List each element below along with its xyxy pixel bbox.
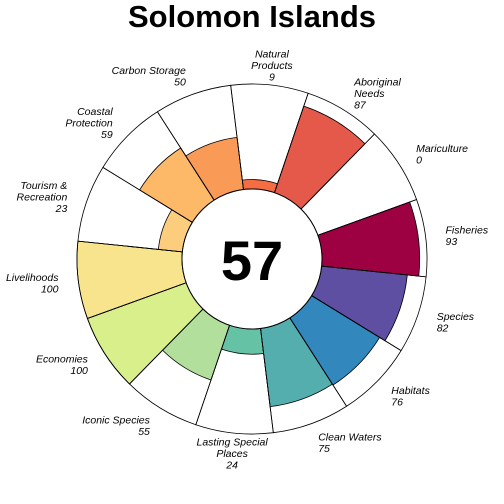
- value-label-tourism-recreation: 23: [55, 203, 68, 215]
- label-lasting-special-places: Lasting Special Places 24: [196, 437, 268, 472]
- center-circle: [181, 188, 323, 330]
- category-label-tourism-recreation: Tourism &: [20, 180, 67, 192]
- category-label-tourism-recreation: Recreation: [17, 191, 68, 203]
- label-economies: Economies 100: [36, 354, 89, 378]
- category-label-aboriginal-needs: Needs: [354, 88, 385, 100]
- category-label-carbon-storage: Carbon Storage: [112, 65, 186, 77]
- category-label-lasting-special-places: Places: [216, 448, 248, 460]
- category-label-iconic-species: Iconic Species: [82, 414, 150, 426]
- value-label-coastal-protection: 59: [101, 129, 113, 141]
- category-label-livelihoods: Livelihoods: [6, 272, 59, 284]
- category-label-coastal-protection: Coastal: [77, 106, 113, 118]
- category-label-clean-waters: Clean Waters: [318, 432, 382, 444]
- petal-fisheries: [317, 201, 420, 277]
- value-label-natural-products: 9: [269, 72, 275, 84]
- label-clean-waters: Clean Waters 75: [318, 432, 382, 456]
- value-label-economies: 100: [70, 365, 88, 377]
- category-label-lasting-special-places: Lasting Special: [196, 437, 268, 449]
- category-label-economies: Economies: [36, 354, 89, 366]
- value-label-clean-waters: 75: [318, 443, 330, 455]
- chart-title: Solomon Islands: [128, 0, 376, 34]
- value-label-mariculture: 0: [416, 154, 422, 166]
- category-label-coastal-protection: Protection: [65, 118, 112, 130]
- value-label-lasting-special-places: 24: [225, 460, 238, 472]
- label-aboriginal-needs: Aboriginal Needs 87: [353, 76, 401, 111]
- center-score: 57: [221, 229, 283, 292]
- label-coastal-protection: Coastal Protection 59: [65, 106, 113, 141]
- label-livelihoods: Livelihoods 100: [6, 272, 59, 296]
- value-label-livelihoods: 100: [41, 284, 59, 296]
- label-iconic-species: Iconic Species 55: [82, 414, 150, 438]
- category-label-aboriginal-needs: Aboriginal: [353, 76, 401, 88]
- label-carbon-storage: Carbon Storage 50: [112, 65, 186, 89]
- value-label-fisheries: 93: [446, 236, 458, 248]
- category-label-species: Species: [437, 311, 475, 323]
- label-fisheries: Fisheries 93: [446, 225, 489, 249]
- value-label-habitats: 76: [391, 396, 403, 408]
- segment-labels: Natural Products 9 Aboriginal Needs 87 Maricul…: [6, 49, 489, 472]
- value-label-carbon-storage: 50: [174, 76, 186, 88]
- category-label-natural-products: Natural: [255, 49, 290, 61]
- label-species: Species 82: [437, 311, 475, 335]
- category-label-natural-products: Products: [251, 60, 293, 72]
- label-mariculture: Mariculture 0: [416, 143, 468, 167]
- category-label-fisheries: Fisheries: [446, 225, 489, 237]
- label-habitats: Habitats 76: [391, 385, 430, 409]
- category-label-habitats: Habitats: [391, 385, 430, 397]
- value-label-iconic-species: 55: [138, 426, 150, 438]
- label-natural-products: Natural Products 9: [251, 49, 293, 84]
- value-label-aboriginal-needs: 87: [354, 99, 367, 111]
- label-tourism-recreation: Tourism & Recreation 23: [17, 180, 68, 215]
- category-label-mariculture: Mariculture: [416, 143, 468, 155]
- value-label-species: 82: [437, 322, 449, 334]
